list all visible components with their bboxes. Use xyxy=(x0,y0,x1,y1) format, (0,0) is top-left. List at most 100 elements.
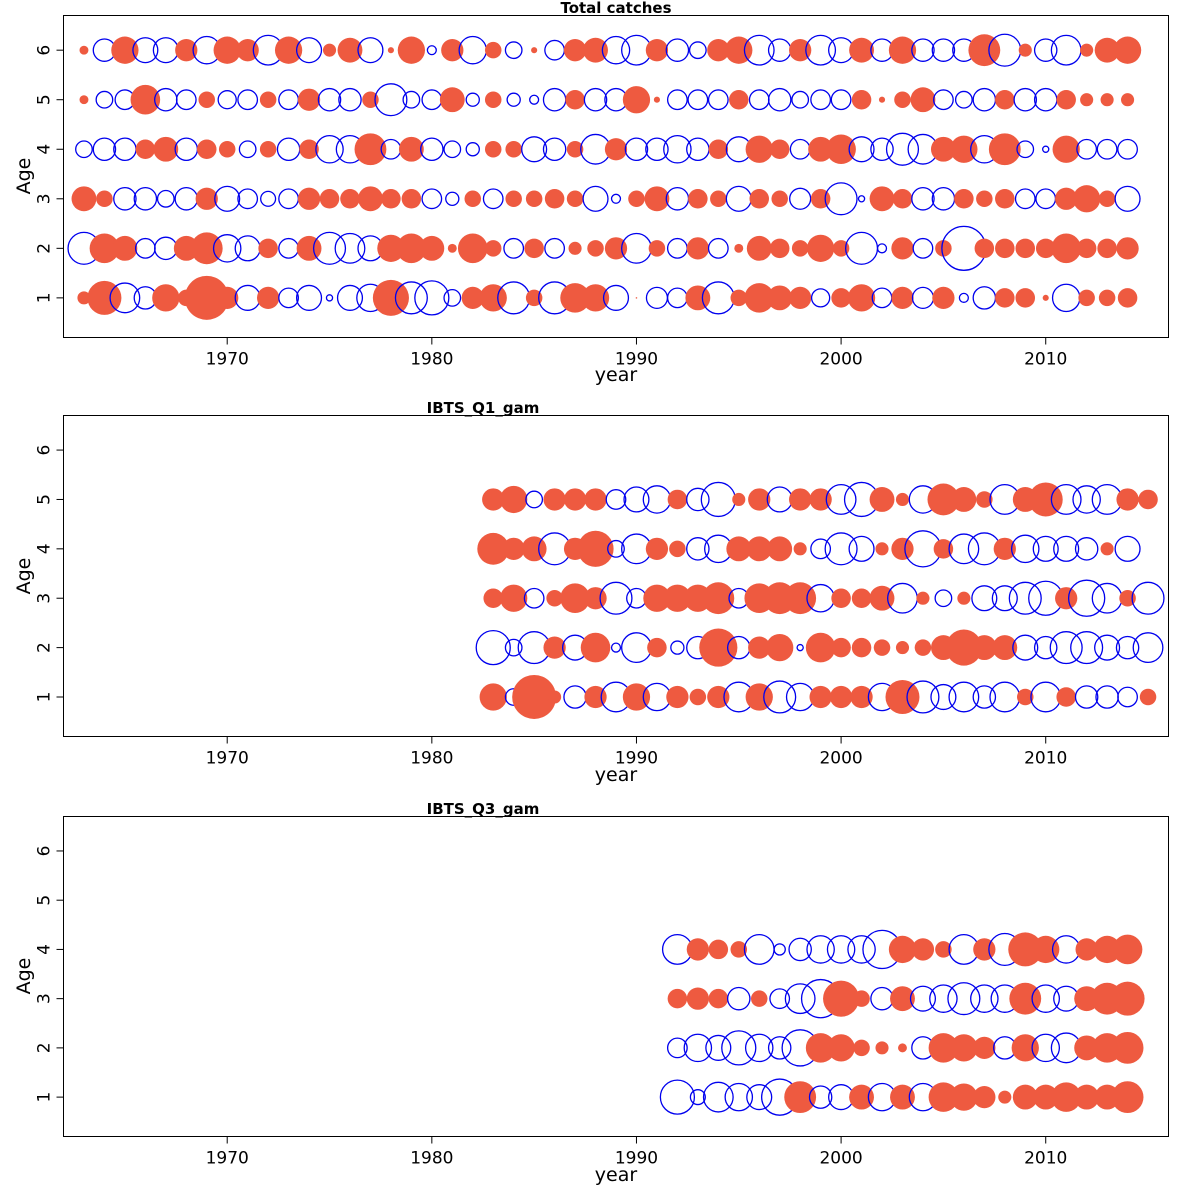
residual-point-positive xyxy=(831,588,851,608)
residual-point-negative xyxy=(748,89,770,111)
residual-point-positive xyxy=(296,235,322,261)
residual-point-positive xyxy=(447,243,457,253)
residual-points xyxy=(659,929,1145,1116)
residual-point-positive xyxy=(484,140,502,158)
residual-point-negative xyxy=(954,90,973,109)
residual-point-positive xyxy=(1097,238,1117,259)
residual-point-negative xyxy=(1035,188,1057,210)
residual-point-positive xyxy=(935,941,952,958)
residual-point-positive xyxy=(236,39,259,62)
residual-point-positive xyxy=(894,91,911,108)
residual-point-positive xyxy=(878,96,886,103)
residual-point-positive xyxy=(387,47,394,54)
residual-point-positive xyxy=(135,139,156,160)
residual-point-positive xyxy=(457,233,488,264)
residual-point-negative xyxy=(610,193,622,204)
residual-point-positive xyxy=(686,987,709,1010)
residual-point-positive xyxy=(645,39,669,62)
residual-point-negative xyxy=(763,680,797,714)
residual-point-positive xyxy=(190,232,223,265)
residual-point-negative xyxy=(689,1089,706,1106)
residual-point-negative xyxy=(421,188,443,210)
residual-point-positive xyxy=(945,629,982,666)
residual-point-positive xyxy=(1094,37,1120,63)
residual-point-negative xyxy=(857,195,866,203)
residual-point-positive xyxy=(505,140,522,158)
residual-point-negative xyxy=(773,943,786,956)
residual-point-positive xyxy=(853,1039,870,1057)
residual-point-positive xyxy=(500,584,528,612)
y-tick-label: 6 xyxy=(35,846,55,857)
residual-point-negative xyxy=(426,45,437,56)
residual-point-negative xyxy=(1010,534,1040,564)
residual-point-positive xyxy=(297,187,321,210)
residual-point-negative xyxy=(1095,685,1119,709)
residual-point-negative xyxy=(503,237,525,259)
x-tick-label: 1990 xyxy=(615,749,658,769)
residual-point-positive xyxy=(372,279,409,316)
residual-point-negative xyxy=(214,185,241,212)
residual-point-negative xyxy=(743,933,775,965)
residual-point-positive xyxy=(1110,981,1145,1016)
residual-point-negative xyxy=(848,136,875,163)
residual-point-negative xyxy=(932,89,954,111)
residual-point-negative xyxy=(1053,535,1080,562)
residual-point-negative xyxy=(806,935,835,964)
residual-point-positive xyxy=(823,980,860,1017)
residual-point-positive xyxy=(853,990,870,1007)
residual-point-negative xyxy=(665,187,690,211)
residual-point-negative xyxy=(870,137,894,162)
chart-title: IBTS_Q1_gam xyxy=(427,399,540,417)
residual-point-positive xyxy=(744,283,775,313)
residual-point-positive xyxy=(707,39,730,62)
residual-point-positive xyxy=(910,87,936,113)
residual-point-positive xyxy=(734,243,744,253)
residual-point-positive xyxy=(875,542,889,556)
residual-point-negative xyxy=(911,38,935,62)
residual-point-negative xyxy=(109,282,141,314)
residual-point-negative xyxy=(465,142,480,157)
residual-point-positive xyxy=(950,135,978,163)
residual-point-negative xyxy=(420,137,444,162)
residual-point-positive xyxy=(851,89,872,110)
residual-point-positive xyxy=(873,639,891,656)
residual-point-negative xyxy=(1117,138,1138,160)
residual-point-negative xyxy=(972,87,997,112)
residual-point-negative xyxy=(312,231,347,265)
residual-point-positive xyxy=(512,675,557,719)
residual-point-positive xyxy=(686,938,709,961)
residual-point-positive xyxy=(213,36,241,64)
residual-point-negative xyxy=(683,1033,713,1063)
y-tick-label: 6 xyxy=(35,445,55,456)
residual-point-negative xyxy=(670,640,685,655)
residual-point-positive xyxy=(1119,589,1136,607)
residual-point-negative xyxy=(1008,581,1042,615)
residual-point-positive xyxy=(930,136,956,162)
residual-point-positive xyxy=(112,235,138,261)
residual-point-positive xyxy=(748,488,771,511)
residual-point-positive xyxy=(198,91,216,108)
y-tick-label: 4 xyxy=(35,144,55,155)
residual-point-negative xyxy=(374,83,408,117)
residual-point-positive xyxy=(998,1090,1012,1104)
residual-point-positive xyxy=(1098,190,1116,208)
residual-point-positive xyxy=(973,1085,996,1109)
residual-point-positive xyxy=(895,492,910,507)
residual-point-negative xyxy=(700,481,736,518)
x-tick-label: 1970 xyxy=(206,749,249,769)
residual-point-negative xyxy=(788,937,812,962)
residual-point-negative xyxy=(234,284,261,311)
residual-point-positive xyxy=(299,139,319,160)
residual-point-negative xyxy=(132,37,159,64)
x-tick-label: 2000 xyxy=(819,1149,862,1169)
x-axis-label: year xyxy=(595,764,638,786)
residual-point-positive xyxy=(746,235,772,261)
residual-point-negative xyxy=(989,681,1021,713)
residual-point-positive xyxy=(689,688,707,706)
residual-point-negative xyxy=(725,185,752,212)
residual-point-positive xyxy=(398,136,424,162)
residual-point-negative xyxy=(767,38,792,62)
residual-point-negative xyxy=(113,137,137,162)
residual-point-positive xyxy=(950,1083,978,1111)
residual-point-negative xyxy=(529,94,540,105)
